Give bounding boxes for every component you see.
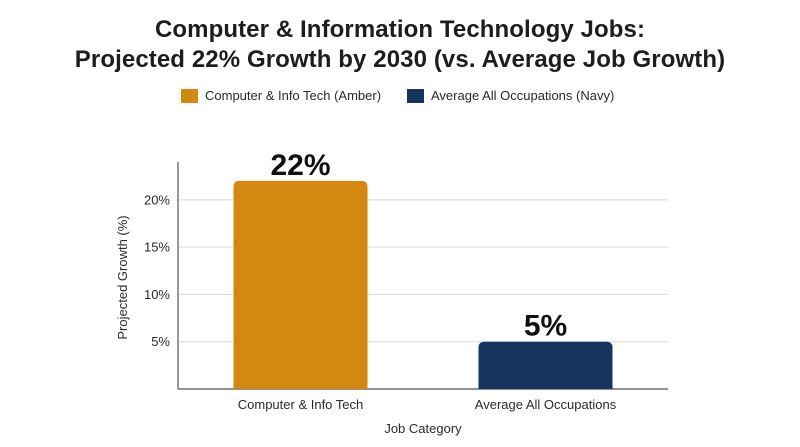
bars: [233, 180, 613, 389]
legend-swatch-navy: [407, 88, 424, 103]
y-tick-label: 5%: [151, 334, 170, 349]
legend-item-computer-info-tech: Computer & Info Tech (Amber): [181, 88, 381, 103]
y-axis-title: Projected Growth (%): [115, 215, 130, 339]
legend-swatch-amber: [181, 88, 198, 103]
x-tick-label: Average All Occupations: [475, 397, 617, 412]
legend-label-average-all-occupations: Average All Occupations (Navy): [431, 88, 615, 103]
data-label: 5%: [524, 310, 567, 343]
y-tick-label: 10%: [144, 287, 170, 302]
chart-title-line-1: Computer & Information Technology Jobs:: [154, 16, 646, 43]
chart-legend: Computer & Info Tech (Amber) Average All…: [0, 88, 800, 106]
bar-computer-info-tech: [233, 180, 368, 389]
axis-titles: Job Category Projected Growth (%): [115, 215, 462, 436]
data-label: 22%: [270, 149, 330, 182]
y-axis: 5% 10% 15% 20%: [144, 162, 179, 389]
y-tick-label: 15%: [144, 240, 170, 255]
data-labels: 22% 5%: [270, 149, 567, 343]
x-axis: Computer & Info Tech Average All Occupati…: [178, 388, 668, 412]
x-tick-label: Computer & Info Tech: [238, 397, 364, 412]
y-tick-label: 20%: [144, 192, 170, 207]
legend-label-computer-info-tech: Computer & Info Tech (Amber): [205, 88, 382, 103]
legend-item-average-all-occupations: Average All Occupations (Navy): [407, 88, 614, 103]
chart-title-line-2: Projected 22% Growth by 2030 (vs. Averag…: [74, 46, 726, 73]
bar-average-all-occupations: [478, 341, 613, 389]
x-axis-title: Job Category: [384, 421, 462, 436]
